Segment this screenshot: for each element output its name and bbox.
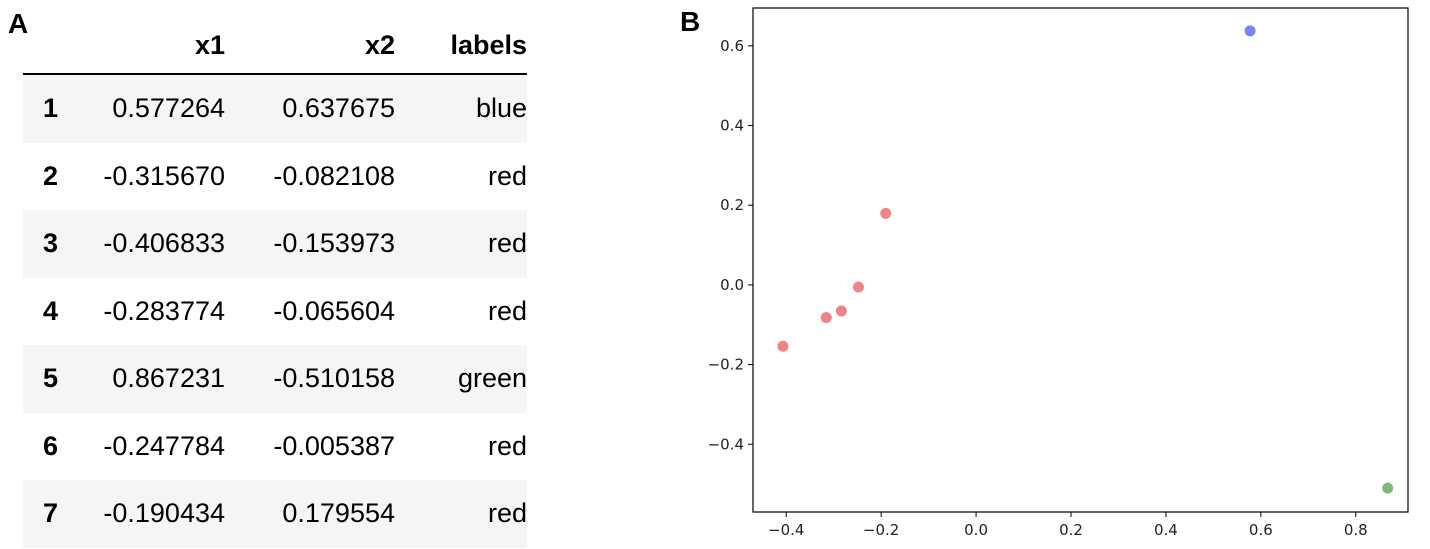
table-row: 3 -0.406833 -0.153973 red bbox=[23, 210, 527, 278]
scatter-points bbox=[777, 25, 1394, 494]
data-point-red bbox=[820, 312, 832, 324]
table-row: 2 -0.315670 -0.082108 red bbox=[23, 142, 527, 210]
label-cell: red bbox=[487, 295, 527, 326]
x1-cell: -0.315670 bbox=[103, 160, 225, 191]
data-point-red bbox=[777, 340, 789, 352]
label-cell: red bbox=[487, 430, 527, 461]
x-tick-label: 0.8 bbox=[1344, 521, 1368, 539]
table-row: 7 -0.190434 0.179554 red bbox=[23, 480, 527, 548]
row-index: 2 bbox=[42, 160, 58, 191]
index-header bbox=[23, 18, 58, 74]
y-tick-label: 0.0 bbox=[720, 276, 744, 294]
row-index: 7 bbox=[42, 498, 58, 529]
x2-cell: 0.179554 bbox=[282, 498, 395, 529]
x-tick-label: 0.6 bbox=[1249, 521, 1273, 539]
row-index: 1 bbox=[42, 93, 58, 124]
y-tick-label: 0.4 bbox=[720, 117, 744, 135]
x-tick-label: 0.0 bbox=[964, 521, 988, 539]
data-point-red bbox=[835, 305, 847, 317]
row-index: 4 bbox=[42, 295, 58, 326]
table-row: 1 0.577264 0.637675 blue bbox=[23, 74, 527, 143]
table-row: 6 -0.247784 -0.005387 red bbox=[23, 412, 527, 480]
panel-label-a: A bbox=[8, 8, 29, 39]
row-index: 6 bbox=[42, 430, 58, 461]
x1-cell: 0.867231 bbox=[112, 363, 225, 394]
data-point-green bbox=[1382, 482, 1394, 494]
label-cell: red bbox=[487, 498, 527, 529]
x1-header: x1 bbox=[194, 30, 225, 60]
y-tick-label: 0.6 bbox=[720, 37, 744, 55]
row-index: 5 bbox=[42, 363, 58, 394]
label-cell: red bbox=[487, 160, 527, 191]
row-index: 3 bbox=[42, 228, 58, 259]
x2-cell: 0.637675 bbox=[282, 93, 395, 124]
x2-header: x2 bbox=[364, 30, 395, 60]
y-axis: −0.4 −0.2 0.0 0.2 0.4 0.6 bbox=[708, 37, 753, 453]
y-tick-label: 0.2 bbox=[720, 196, 744, 214]
data-point-red bbox=[852, 281, 864, 293]
y-tick-label: −0.2 bbox=[708, 356, 744, 374]
x-axis: −0.4 −0.2 0.0 0.2 0.4 0.6 0.8 bbox=[768, 512, 1368, 539]
x-tick-label: −0.4 bbox=[768, 521, 804, 539]
table-row: 4 -0.283774 -0.065604 red bbox=[23, 277, 527, 345]
data-point-red bbox=[880, 207, 892, 219]
label-cell: blue bbox=[475, 93, 527, 124]
x-tick-label: 0.4 bbox=[1154, 521, 1178, 539]
x1-cell: -0.406833 bbox=[103, 228, 225, 259]
plot-frame bbox=[752, 7, 1409, 513]
x2-cell: -0.510158 bbox=[273, 363, 395, 394]
labels-header: labels bbox=[450, 30, 527, 60]
x2-cell: -0.153973 bbox=[273, 228, 395, 259]
data-point-blue bbox=[1244, 25, 1256, 37]
scatter-chart: −0.4 −0.2 0.0 0.2 0.4 0.6 0.8 −0.4 −0.2 0.0 0.2 0.… bbox=[708, 7, 1409, 539]
x2-cell: -0.065604 bbox=[273, 295, 395, 326]
x1-cell: -0.190434 bbox=[103, 498, 225, 529]
x-tick-label: −0.2 bbox=[863, 521, 899, 539]
table-header-row: x1 x2 labels bbox=[23, 18, 527, 74]
label-cell: green bbox=[457, 363, 527, 394]
label-cell: red bbox=[487, 228, 527, 259]
table-row: 5 0.867231 -0.510158 green bbox=[23, 345, 527, 413]
data-table: x1 x2 labels 1 0.577264 0.637675 blue 2 -0.31… bbox=[23, 18, 527, 548]
x2-cell: -0.082108 bbox=[273, 160, 395, 191]
x2-cell: -0.005387 bbox=[273, 430, 395, 461]
x1-cell: 0.577264 bbox=[112, 93, 225, 124]
x-tick-label: 0.2 bbox=[1059, 521, 1083, 539]
x1-cell: -0.283774 bbox=[103, 295, 225, 326]
y-tick-label: −0.4 bbox=[708, 435, 744, 453]
x1-cell: -0.247784 bbox=[103, 430, 225, 461]
panel-label-b: B bbox=[680, 6, 701, 37]
